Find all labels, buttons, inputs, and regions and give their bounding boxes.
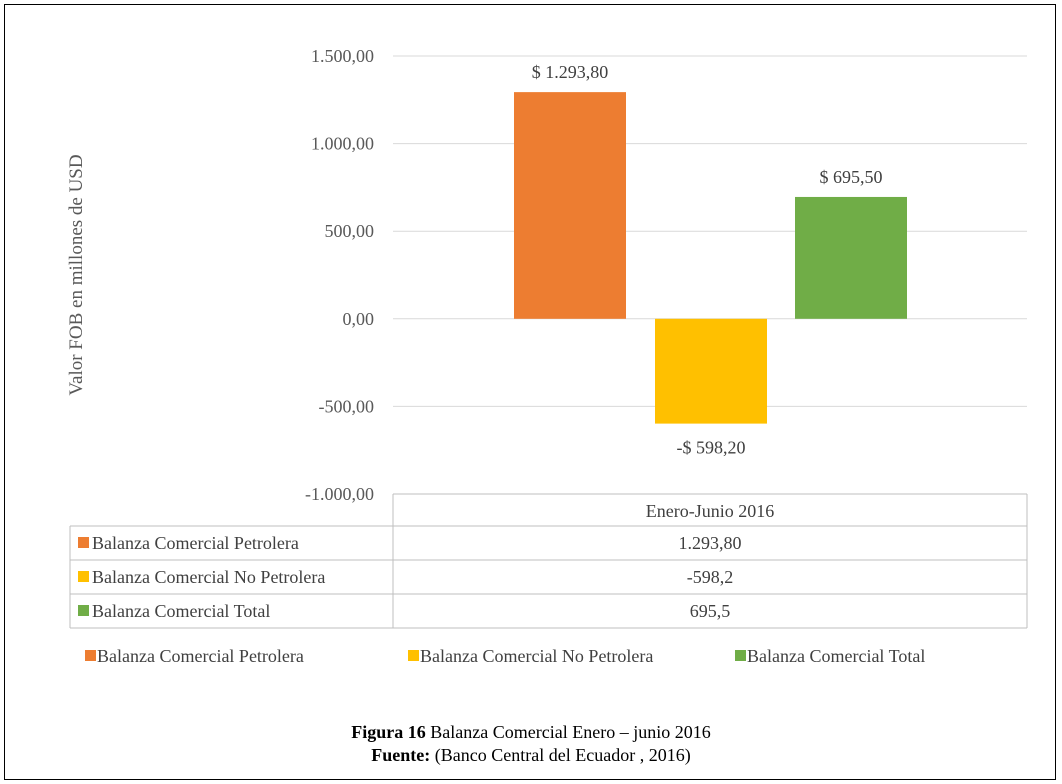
y-tick-label: 1.000,00 — [311, 134, 374, 154]
source-label: Fuente: — [371, 745, 431, 765]
figure-source: Fuente: (Banco Central del Ecuador , 201… — [0, 744, 1062, 767]
y-tick-label: -1.000,00 — [305, 484, 374, 504]
table-value: -598,2 — [687, 567, 734, 587]
table-series-name: Balanza Comercial Total — [92, 601, 270, 621]
legend-key — [85, 650, 96, 661]
table-value: 695,5 — [690, 601, 731, 621]
y-tick-label: 500,00 — [325, 221, 375, 241]
bar — [655, 318, 767, 424]
bar — [514, 92, 626, 319]
data-label: $ 695,50 — [820, 167, 883, 187]
y-tick-label: 0,00 — [343, 309, 375, 329]
figure-caption: Figura 16 Balanza Comercial Enero – juni… — [0, 721, 1062, 767]
figure-title: Figura 16 Balanza Comercial Enero – juni… — [0, 721, 1062, 744]
y-tick-label: -500,00 — [319, 396, 375, 416]
source-text: (Banco Central del Ecuador , 2016) — [430, 745, 691, 765]
data-label: -$ 598,20 — [677, 438, 746, 458]
table-series-name: Balanza Comercial Petrolera — [92, 533, 299, 553]
legend-key — [735, 650, 746, 661]
legend-entry: Balanza Comercial Petrolera — [97, 646, 304, 666]
figure-frame — [4, 4, 1056, 780]
table-category-header: Enero-Junio 2016 — [646, 501, 774, 521]
y-tick-label: 1.500,00 — [311, 46, 374, 66]
figure-number: Figura 16 — [351, 722, 426, 742]
table-series-name: Balanza Comercial No Petrolera — [92, 567, 325, 587]
legend-entry: Balanza Comercial Total — [747, 646, 925, 666]
table-legend-key — [78, 605, 89, 616]
table-legend-key — [78, 571, 89, 582]
legend-entry: Balanza Comercial No Petrolera — [420, 646, 653, 666]
data-label: $ 1.293,80 — [532, 62, 609, 82]
legend-key — [408, 650, 419, 661]
y-axis-label: Valor FOB en millones de USD — [66, 154, 87, 395]
figure-title-text: Balanza Comercial Enero – junio 2016 — [425, 722, 711, 742]
table-legend-key — [78, 537, 89, 548]
table-value: 1.293,80 — [679, 533, 742, 553]
bar — [795, 196, 907, 319]
